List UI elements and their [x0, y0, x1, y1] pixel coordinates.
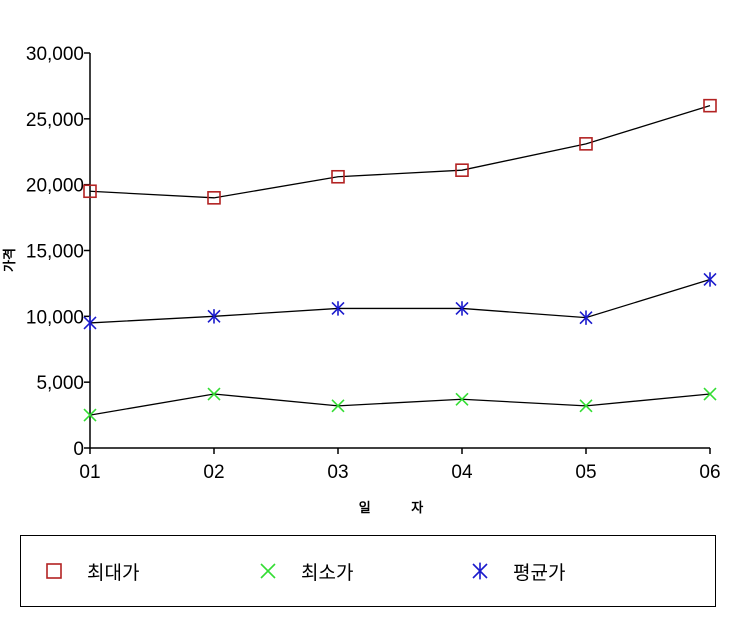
legend-item: 최소가: [259, 536, 353, 606]
series-line-2: [89, 393, 711, 416]
data-point-x: [331, 399, 345, 413]
x-tick-label: 06: [699, 462, 720, 483]
x-tick-label: 02: [203, 462, 224, 483]
y-tick-label: 10,000: [26, 307, 84, 328]
y-tick-label: 0: [73, 439, 84, 460]
y-tick-label: 30,000: [26, 44, 84, 65]
data-point-asterisk: [83, 315, 97, 331]
legend-symbol: [260, 563, 276, 579]
y-tick-label: 25,000: [26, 110, 84, 131]
legend-label: 평균가: [513, 561, 566, 584]
data-point-square: [579, 137, 593, 151]
data-point-square: [455, 163, 469, 177]
x-axis-label: 일 자: [359, 501, 441, 516]
legend-symbol: [472, 562, 488, 580]
x-axis-ticks: 01 02 03 04 05 06: [79, 448, 721, 483]
legend-label: 최소가: [301, 561, 354, 584]
legend-label: 최대가: [87, 561, 140, 584]
legend-item: 평균가: [471, 536, 565, 606]
data-point-square: [83, 184, 97, 199]
x-tick-label: 05: [575, 462, 596, 483]
data-point-x: [579, 399, 593, 413]
data-point-x: [455, 392, 469, 406]
chart-axes: [89, 53, 710, 449]
legend-marker-square: [46, 563, 62, 579]
data-point-asterisk: [455, 301, 469, 316]
x-tick-label: 03: [327, 462, 348, 483]
data-point-asterisk: [207, 309, 221, 324]
data-point-asterisk: [703, 272, 717, 287]
x-tick-label: 04: [451, 462, 473, 483]
series-lines: [89, 105, 711, 416]
data-point-square: [703, 98, 717, 113]
chart-legend: 최대가 최소가 평균가: [20, 535, 716, 607]
series-line-3: [89, 278, 711, 324]
data-point-x: [207, 387, 221, 401]
y-tick-label: 20,000: [26, 176, 84, 197]
series-markers: [83, 98, 717, 422]
data-point-square: [331, 169, 345, 184]
legend-marker-asterisk: [472, 562, 488, 580]
legend-marker-x: [260, 563, 276, 579]
legend-symbol: [46, 563, 62, 579]
x-tick-label: 01: [79, 462, 100, 483]
legend-item: 최대가: [45, 536, 139, 606]
y-tick-label: 15,000: [26, 242, 84, 263]
data-point-square: [207, 191, 221, 205]
y-axis-ticks: 0 5,000 10,000 15,000 20,000 25,000 30,000: [26, 44, 90, 460]
data-point-asterisk: [579, 310, 593, 325]
series-line-1: [89, 105, 711, 199]
y-axis-label: 가격: [3, 248, 18, 272]
data-point-x: [703, 387, 717, 401]
data-point-asterisk: [331, 301, 345, 316]
y-tick-label: 5,000: [36, 373, 84, 394]
data-point-x: [83, 408, 97, 422]
